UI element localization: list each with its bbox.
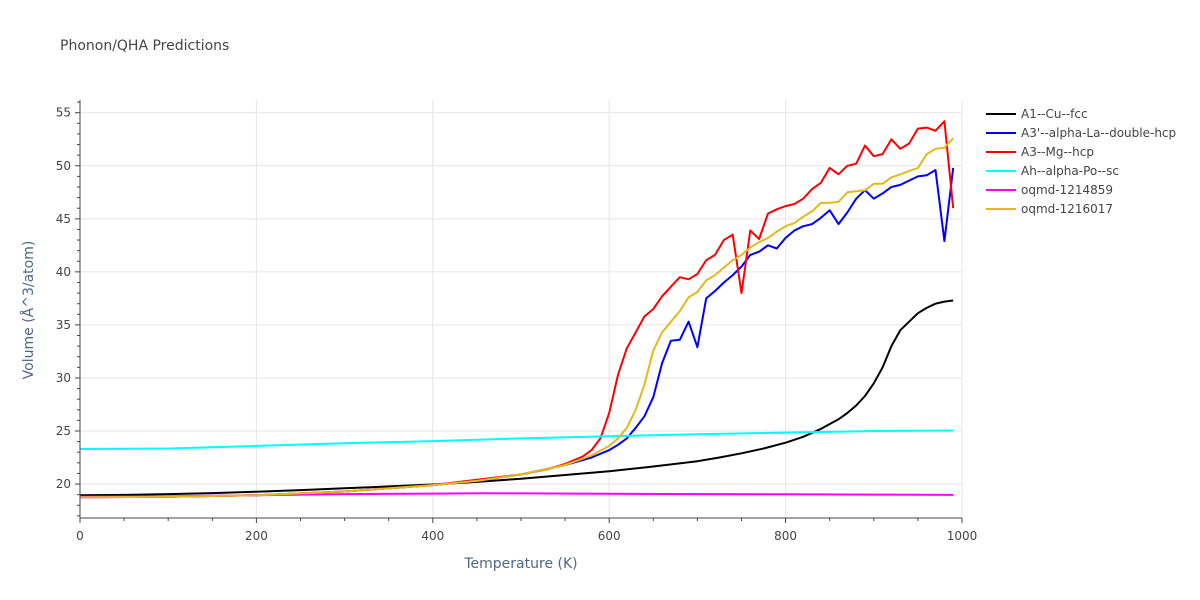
legend-label: A1--Cu--fcc: [1021, 107, 1088, 121]
series-line-1: [79, 167, 955, 499]
x-tick-label: 400: [421, 529, 444, 543]
y-tick-label: 35: [56, 318, 71, 332]
series-line-3: [79, 429, 954, 450]
legend-item-4[interactable]: oqmd-1214859: [986, 183, 1113, 197]
legend-item-3[interactable]: Ah--alpha-Po--sc: [986, 164, 1119, 178]
y-tick-label: 30: [56, 371, 71, 385]
plot-area: [79, 120, 955, 499]
legend-label: A3'--alpha-La--double-hcp: [1021, 126, 1176, 140]
legend-label: A3--Mg--hcp: [1021, 145, 1094, 159]
series-line-5: [79, 137, 954, 499]
y-tick-label: 25: [56, 424, 71, 438]
legend-item-1[interactable]: A3'--alpha-La--double-hcp: [986, 126, 1176, 140]
x-tick-label: 200: [245, 529, 268, 543]
legend-item-0[interactable]: A1--Cu--fcc: [986, 107, 1088, 121]
legend-label: oqmd-1216017: [1021, 202, 1113, 216]
y-tick-label: 20: [56, 477, 71, 491]
x-tick-label: 600: [598, 529, 621, 543]
legend-label: Ah--alpha-Po--sc: [1021, 164, 1119, 178]
y-tick-label: 45: [56, 212, 71, 226]
series-line-0: [79, 299, 954, 497]
series-line-2: [79, 120, 955, 499]
grid-lines: [79, 100, 963, 518]
y-tick-label: 40: [56, 265, 71, 279]
legend[interactable]: A1--Cu--fcc A3'--alpha-La--double-hcp A3--…: [986, 107, 1176, 216]
x-axis-title: Temperature (K): [463, 556, 577, 572]
y-tick-label: 55: [56, 106, 71, 120]
legend-item-2[interactable]: A3--Mg--hcp: [986, 145, 1094, 159]
axes: 0 200 400 600 800 1000 20 25 30 35 40 45 50 55: [56, 100, 978, 543]
x-tick-label: 1000: [947, 529, 978, 543]
x-tick-label: 800: [774, 529, 797, 543]
y-tick-label: 50: [56, 159, 71, 173]
legend-item-5[interactable]: oqmd-1216017: [986, 202, 1113, 216]
chart-title: Phonon/QHA Predictions: [60, 38, 229, 54]
x-tick-label: 0: [76, 529, 84, 543]
y-axis-title: Volume (Å^3/atom): [20, 241, 37, 380]
legend-label: oqmd-1214859: [1021, 183, 1113, 197]
